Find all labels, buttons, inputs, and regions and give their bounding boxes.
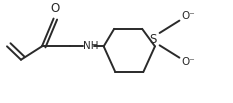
Text: O⁻: O⁻	[181, 57, 195, 67]
Text: S: S	[149, 33, 156, 46]
Text: O⁻: O⁻	[181, 11, 195, 22]
Text: NH: NH	[83, 41, 99, 51]
Text: O: O	[50, 2, 59, 15]
